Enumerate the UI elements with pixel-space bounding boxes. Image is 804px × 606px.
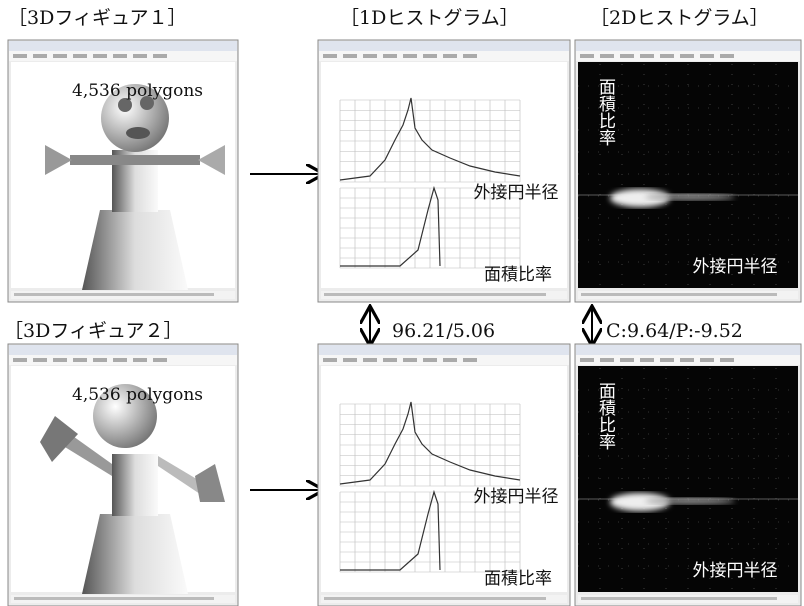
menu-item <box>403 358 417 362</box>
menu-item <box>720 358 734 362</box>
status-text <box>14 293 214 296</box>
menu-item <box>580 358 594 362</box>
x-axis-label: 外接円半径 <box>693 561 778 581</box>
density-tail <box>645 194 735 200</box>
x-axis-label: 外接円半径 <box>474 183 559 203</box>
menu-item <box>640 54 654 58</box>
menu-item <box>423 54 437 58</box>
menu-item <box>463 358 477 362</box>
polygon-count: 4,536 polygons <box>72 385 203 405</box>
hist2d-comparison: C:9.64/P:-9.52 <box>606 320 743 342</box>
menu-item <box>720 54 734 58</box>
menu-item <box>93 358 107 362</box>
density-tail <box>645 498 735 504</box>
menu-item <box>33 358 47 362</box>
menu-item <box>620 358 634 362</box>
hist1d-title: ［1Dヒストグラム］ <box>340 7 519 29</box>
menu-item <box>443 358 457 362</box>
menu-item <box>343 54 357 58</box>
menu-item <box>600 54 614 58</box>
figure2-title: ［3Dフィギュア２］ <box>4 320 183 342</box>
content <box>321 366 567 592</box>
status-text <box>581 293 777 296</box>
menu-item <box>660 54 674 58</box>
menu-item <box>680 54 694 58</box>
menu-item <box>323 358 337 362</box>
menu-item <box>13 54 27 58</box>
menu-item <box>133 54 147 58</box>
figure1-title: ［3Dフィギュア１］ <box>8 7 187 29</box>
menu-item <box>93 54 107 58</box>
title-bar <box>576 345 800 355</box>
status-text <box>14 597 214 600</box>
menu-item <box>600 358 614 362</box>
menu-item <box>363 358 377 362</box>
y-axis-label: 面積比率 <box>595 382 616 450</box>
menu-item <box>13 358 27 362</box>
status-text <box>581 597 777 600</box>
y-axis-label: 面積比率 <box>484 569 552 589</box>
menu-item <box>700 54 714 58</box>
menu-item <box>463 54 477 58</box>
menu-item <box>73 54 87 58</box>
content <box>321 62 567 288</box>
menu-item <box>343 358 357 362</box>
hist1d-comparison: 96.21/5.06 <box>392 320 495 342</box>
status-text <box>324 293 546 296</box>
title-bar <box>576 41 800 51</box>
menu-item <box>113 358 127 362</box>
menu-item <box>53 54 67 58</box>
figure: ［3Dフィギュア１］ ［1Dヒストグラム］ ［2Dヒストグラム］ ［3Dフィギュ… <box>0 0 804 606</box>
menu-item <box>640 358 654 362</box>
menu-item <box>700 358 714 362</box>
menu-item <box>133 358 147 362</box>
menu-item <box>580 54 594 58</box>
menu-item <box>73 358 87 362</box>
title-bar <box>9 41 237 51</box>
mouth <box>126 127 150 139</box>
y-axis-label: 面積比率 <box>595 78 616 146</box>
title-bar <box>319 41 569 51</box>
polygon-count: 4,536 polygons <box>72 81 203 101</box>
skirt <box>82 514 188 594</box>
menu-item <box>443 54 457 58</box>
menu-item <box>363 54 377 58</box>
title-bar <box>319 345 569 355</box>
menu-item <box>153 54 167 58</box>
status-text <box>324 597 546 600</box>
x-axis-label: 外接円半径 <box>474 487 559 507</box>
menu-item <box>403 54 417 58</box>
hist2d-title: ［2Dヒストグラム］ <box>590 7 769 29</box>
menu-item <box>423 358 437 362</box>
y-axis-label: 面積比率 <box>484 265 552 285</box>
menu-item <box>33 54 47 58</box>
menu-item <box>323 54 337 58</box>
torso <box>112 454 158 516</box>
x-axis-label: 外接円半径 <box>693 257 778 277</box>
menu-item <box>680 358 694 362</box>
skirt <box>82 210 188 290</box>
arm <box>70 155 200 165</box>
menu-item <box>660 358 674 362</box>
menu-item <box>53 358 67 362</box>
menu-item <box>383 54 397 58</box>
menu-item <box>153 358 167 362</box>
menu-item <box>383 358 397 362</box>
menu-item <box>113 54 127 58</box>
menu-item <box>620 54 634 58</box>
title-bar <box>9 345 237 355</box>
